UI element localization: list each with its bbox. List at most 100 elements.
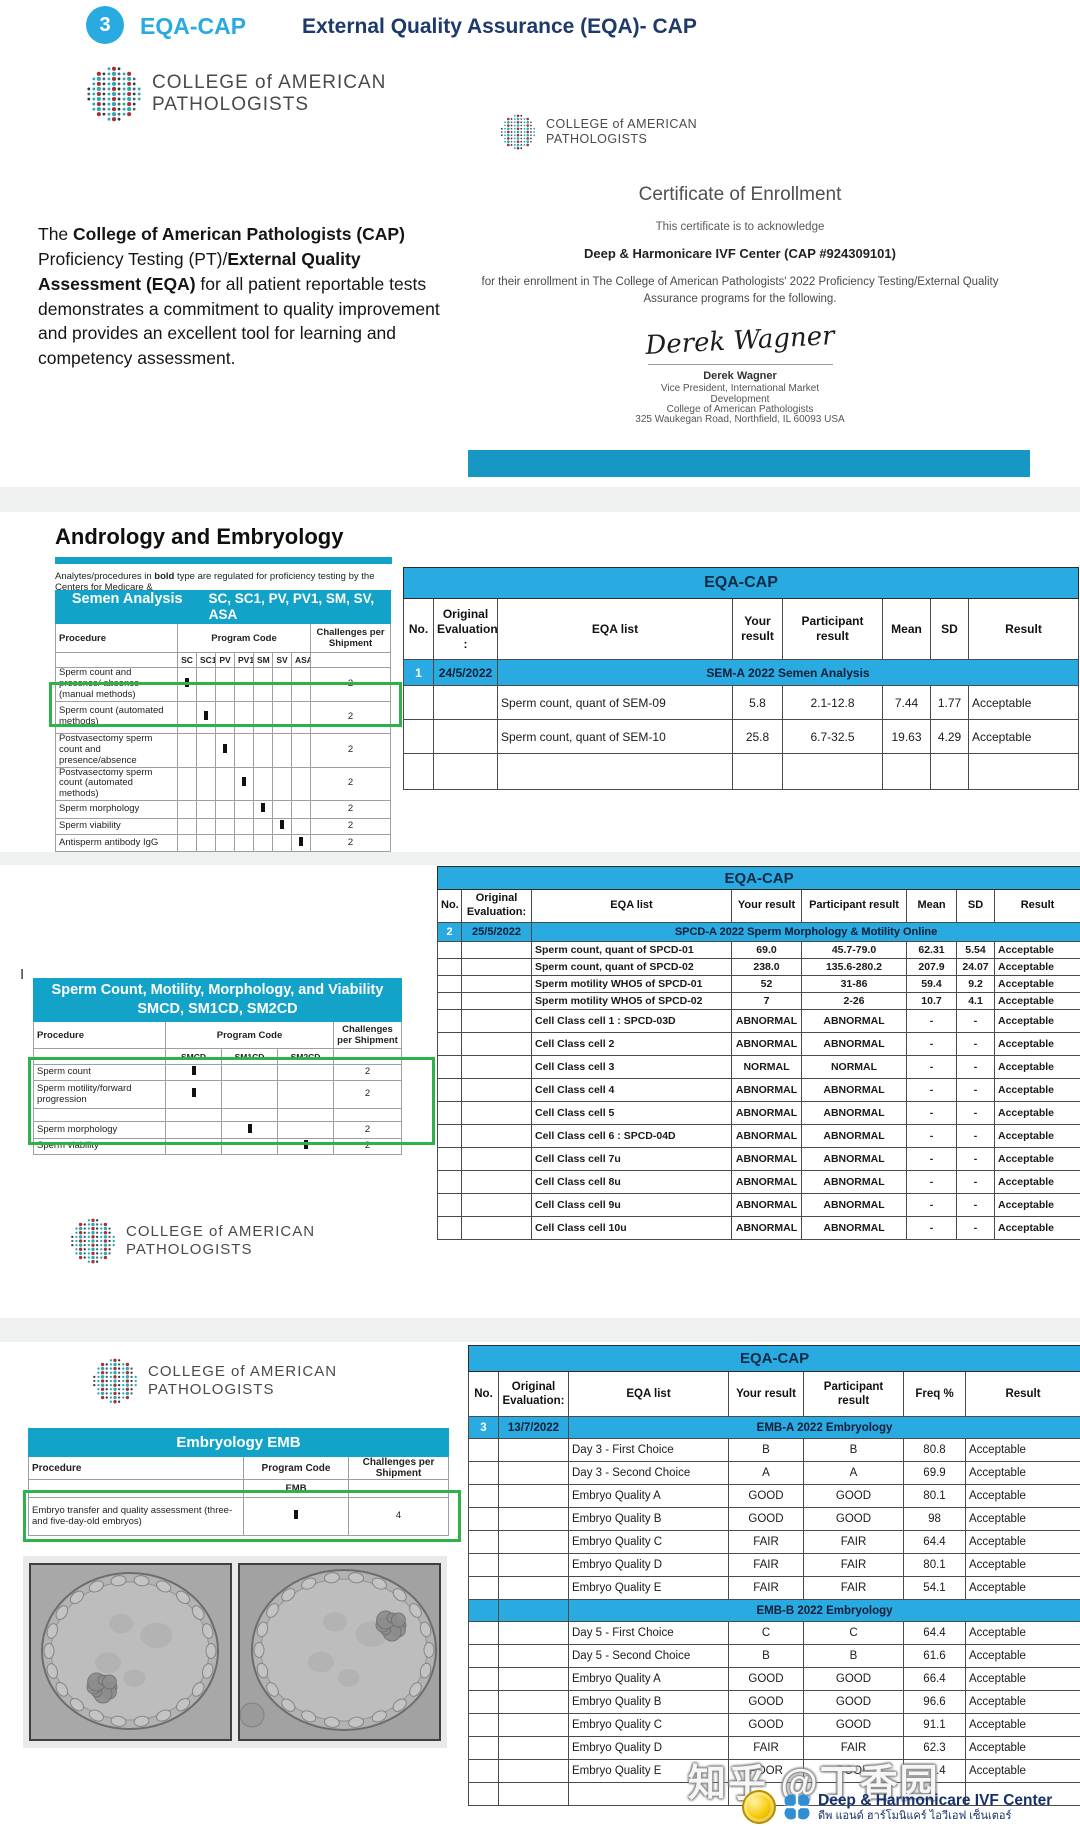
column-header: Mean bbox=[882, 598, 931, 660]
signer-address: 325 Waukegan Road, Northfield, IL 60093 … bbox=[635, 414, 845, 425]
column-header: Original Evaluation : bbox=[433, 598, 498, 660]
embryo-image bbox=[238, 1563, 441, 1741]
eqa-result-table: EQA-CAP No. Original Evaluation : EQA list Y… bbox=[402, 567, 1080, 790]
heading-rule bbox=[55, 557, 392, 564]
column-header: Freq % bbox=[903, 1371, 966, 1417]
table-title-row: EQA-CAP bbox=[467, 1345, 1080, 1372]
table-row: Embryo Quality D FAIR FAIR 62.3 Acceptable bbox=[468, 1736, 1080, 1760]
column-header: Result bbox=[967, 598, 1080, 660]
signer-title: Development bbox=[710, 394, 770, 405]
column-header: No. bbox=[468, 1371, 499, 1417]
table-row: Day 5 - First Choice C C 64.4 Acceptable bbox=[468, 1621, 1080, 1645]
cap-dots-icon bbox=[93, 1358, 137, 1404]
eqa-cap-table-3: EQA-CAP No. Original Evaluation: EQA list Yo… bbox=[467, 1345, 1080, 1806]
signer-name: Derek Wagner bbox=[703, 370, 777, 382]
empty-row bbox=[403, 753, 1080, 790]
column-header: Challenges per Shipment bbox=[347, 1456, 450, 1480]
column-header: Challenges per Shipment bbox=[309, 623, 392, 653]
column-header-row: No. Original Evaluation: EQA list Your resu… bbox=[468, 1371, 1080, 1417]
table-row: Embryo Quality E POOR POOR 77.4 Acceptable bbox=[468, 1759, 1080, 1783]
table-row: Sperm motility/forward progression 2 bbox=[33, 1080, 402, 1109]
table-row: Embryo Quality D FAIR FAIR 80.1 Acceptable bbox=[468, 1553, 1080, 1577]
column-header: Procedure bbox=[55, 623, 178, 653]
table-row: Sperm count and presence/ absence (manua… bbox=[55, 667, 392, 702]
cap-logo: COLLEGE of AMERICAN PATHOLOGISTS bbox=[70, 1216, 315, 1266]
code-header: SC1 bbox=[196, 652, 216, 668]
column-header: Participant result bbox=[801, 889, 907, 923]
cap-dots-icon bbox=[71, 1218, 115, 1264]
table-title-row: EQA-CAP bbox=[402, 567, 1080, 599]
code-header-row: EMB bbox=[28, 1479, 450, 1498]
table-row: Embryo Quality E FAIR FAIR 54.1 Acceptable bbox=[468, 1576, 1080, 1600]
table-row: Embryo Quality C FAIR FAIR 64.4 Acceptable bbox=[468, 1530, 1080, 1554]
signature-line bbox=[648, 364, 833, 365]
procedure-table: Semen Analysis SC, SC1, PV, PV1, SM, SV, … bbox=[54, 590, 392, 853]
eqa-result-table: EQA-CAP No. Original Evaluation: EQA list Yo… bbox=[467, 1345, 1080, 1806]
cap-dots-icon bbox=[87, 66, 141, 122]
table-row: Sperm motility WHO5 of SPCD-02 7 2-26 10.7 4… bbox=[437, 992, 1080, 1010]
embryo-image-panel bbox=[23, 1556, 447, 1748]
column-header: Original Evaluation: bbox=[498, 1371, 569, 1417]
table-row: Sperm motility WHO5 of SPCD-01 52 31-86 59.… bbox=[437, 975, 1080, 993]
table-row: Embryo transfer and quality assessment (… bbox=[28, 1497, 450, 1536]
step-number-badge: 3 bbox=[86, 6, 124, 44]
column-header: Participant result bbox=[803, 1371, 904, 1417]
cap-logo-text: COLLEGE of AMERICAN PATHOLOGISTS bbox=[148, 1363, 338, 1398]
column-header: EQA list bbox=[568, 1371, 729, 1417]
column-header: Program Code bbox=[177, 623, 311, 653]
table-row: Sperm viability 2 bbox=[33, 1138, 402, 1155]
coin-icon bbox=[742, 1790, 776, 1824]
ivf-center-brand: Deep & Harmonicare IVF Center ดีพ แอนด์ … bbox=[742, 1790, 1052, 1824]
column-header: Procedure bbox=[33, 1021, 166, 1049]
cap-logo: COLLEGE of AMERICAN PATHOLOGISTS bbox=[92, 1356, 337, 1406]
code-header-row: SMCD SM1CD SM2CD bbox=[33, 1048, 402, 1065]
certificate-body: for their enrollment in The College of A… bbox=[481, 276, 999, 305]
checkmark bbox=[204, 710, 208, 720]
code-header: SMCD bbox=[165, 1048, 222, 1065]
table-row: Postvasectomy sperm count (automated met… bbox=[55, 766, 392, 802]
table-row: Sperm count (automated methods) 2 bbox=[55, 700, 392, 734]
eqa-cap-table-2: EQA-CAP No. Original Evaluation: EQA list Yo… bbox=[436, 866, 1080, 1240]
table-row: Day 3 - Second Choice A A 69.9 Acceptable bbox=[468, 1461, 1080, 1485]
column-header-row: Procedure Program Code Challenges per Ship… bbox=[55, 623, 392, 653]
code-header: EMB bbox=[243, 1479, 349, 1498]
checkmark bbox=[191, 1066, 196, 1076]
table-row: Sperm count, quant of SEM-09 5.8 2.1-12.8 7… bbox=[403, 685, 1080, 720]
table-row: Sperm morphology 2 bbox=[33, 1121, 402, 1139]
column-header: Your result bbox=[732, 598, 783, 660]
teal-bar bbox=[468, 450, 1030, 477]
column-header-row: Procedure Program Code Challenges per Ship… bbox=[33, 1021, 402, 1049]
table-row: Cell Class cell 1 : SPCD-03D ABNORMAL ABNO… bbox=[437, 1009, 1080, 1033]
checkmark bbox=[242, 777, 246, 787]
cap-logo: COLLEGE of AMERICAN PATHOLOGISTS bbox=[86, 64, 386, 124]
text-artifact: I bbox=[20, 966, 25, 983]
column-header: SD bbox=[956, 889, 995, 923]
table-row: Cell Class cell 3 NORMAL NORMAL - - Acceptabl… bbox=[437, 1055, 1080, 1079]
table-row: Cell Class cell 10u ABNORMAL ABNORMAL - - Acc… bbox=[437, 1216, 1080, 1240]
column-header: EQA list bbox=[531, 889, 732, 923]
cap-dots-icon bbox=[500, 114, 536, 150]
code-header: SC bbox=[177, 652, 197, 668]
table-row: Cell Class cell 5 ABNORMAL ABNORMAL - - Accep… bbox=[437, 1101, 1080, 1125]
table-row: Embryo Quality B GOOD GOOD 98 Acceptable bbox=[468, 1507, 1080, 1531]
table-row: Embryo Quality B GOOD GOOD 96.6 Acceptable bbox=[468, 1690, 1080, 1714]
signer-title: Vice President, International Market bbox=[660, 383, 820, 394]
table-row: Cell Class cell 8u ABNORMAL ABNORMAL - - Acce… bbox=[437, 1170, 1080, 1194]
watermark: 知乎 @丁香园 bbox=[688, 1763, 940, 1805]
code-header: SM2CD bbox=[277, 1048, 334, 1065]
cap-logo-text: COLLEGE of AMERICAN PATHOLOGISTS bbox=[546, 117, 698, 146]
page-title: External Quality Assurance (EQA)- CAP bbox=[302, 15, 697, 38]
checkmark bbox=[185, 677, 189, 687]
empty-row bbox=[468, 1782, 1080, 1806]
checkmark bbox=[280, 820, 284, 830]
table-row: Cell Class cell 6 : SPCD-04D ABNORMAL ABNO… bbox=[437, 1124, 1080, 1148]
section-divider bbox=[0, 487, 1080, 512]
table-row: Sperm count, quant of SPCD-02 238.0 135.6-… bbox=[437, 958, 1080, 976]
column-header-row: Procedure Program Code Challenges per Ship… bbox=[28, 1456, 450, 1480]
cap-logo-text: COLLEGE of AMERICAN PATHOLOGISTS bbox=[126, 1223, 316, 1258]
eqa-result-table: EQA-CAP No. Original Evaluation: EQA list Yo… bbox=[436, 866, 1080, 1240]
table-row: Day 3 - First Choice B B 80.8 Acceptable bbox=[468, 1438, 1080, 1462]
table-row: Cell Class cell 2 ABNORMAL ABNORMAL - - Accep… bbox=[437, 1032, 1080, 1056]
section-row: 3 13/7/2022 EMB-A 2022 Embryology bbox=[468, 1416, 1080, 1439]
